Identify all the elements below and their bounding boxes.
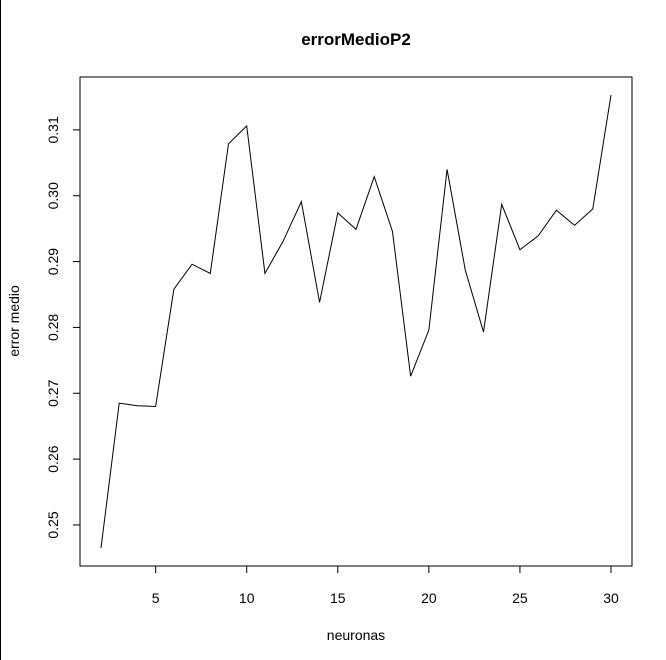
y-tick-label-4: 0.29: [45, 248, 61, 275]
x-tick-label-1: 10: [239, 590, 255, 606]
y-tick-label-1: 0.26: [45, 445, 61, 472]
x-axis: 5 10 15 20 25 30: [152, 566, 619, 606]
y-tick-label-3: 0.28: [45, 314, 61, 341]
x-tick-label-2: 15: [330, 590, 346, 606]
x-tick-label-5: 30: [603, 590, 619, 606]
y-tick-label-2: 0.27: [45, 379, 61, 406]
y-axis-label: error medio: [6, 285, 22, 357]
y-tick-label-5: 0.30: [45, 182, 61, 209]
x-tick-label-4: 25: [512, 590, 528, 606]
x-tick-label-3: 20: [421, 590, 437, 606]
y-tick-label-0: 0.25: [45, 511, 61, 538]
plot-frame: [79, 76, 633, 567]
x-axis-label: neuronas: [327, 627, 385, 643]
y-axis: 0.25 0.26 0.27 0.28 0.29 0.30 0.31: [45, 116, 80, 539]
x-tick-label-0: 5: [152, 590, 160, 606]
series-line: [100, 94, 612, 549]
y-tick-label-6: 0.31: [45, 116, 61, 143]
chart-title: errorMedioP2: [301, 30, 411, 49]
